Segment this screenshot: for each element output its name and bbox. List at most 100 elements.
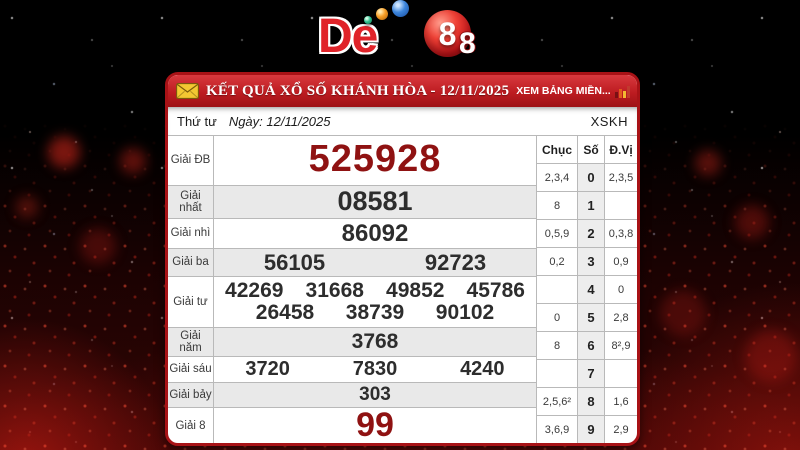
prize-label: Giải năm: [168, 328, 214, 356]
prize-number: 303: [359, 383, 391, 405]
digit-stats-row: 8 6 8²,9: [537, 331, 637, 359]
prize-number: 3768: [351, 329, 399, 353]
tens-cell: [537, 360, 578, 387]
digit-stats-table: Chục Số Đ.Vị 2,3,4 0 2,3,5 8 1 0,5,9 2: [536, 136, 637, 443]
bokeh-light: [80, 228, 116, 264]
digit-stats-row: 8 1: [537, 191, 637, 219]
results-card: KẾT QUẢ XỔ SỐ KHÁNH HÒA - 12/11/2025 XEM…: [165, 72, 640, 446]
prize-number: 3720: [245, 357, 290, 380]
tens-cell: 8: [537, 332, 578, 359]
station-code-label: XSKH: [590, 113, 628, 129]
digit-cell: 2: [578, 220, 605, 247]
prize-row-special: Giải ĐB 525928: [168, 136, 536, 185]
bokeh-light: [745, 330, 797, 382]
units-cell: [605, 192, 637, 219]
units-cell: 8²,9: [611, 339, 631, 352]
digit-cell: 3: [578, 248, 605, 275]
prize-number: 90102: [435, 301, 495, 325]
prize-number: 45786: [466, 279, 525, 303]
prize-label: Giải nhì: [168, 218, 214, 248]
column-header-units: Đ.Vị: [605, 136, 637, 163]
tens-cell: 2,3,4: [537, 164, 578, 191]
tens-cell: 0: [537, 304, 578, 331]
units-cell: 2,8: [613, 311, 629, 324]
prize-number: 525928: [308, 138, 442, 181]
prize-number: 31668: [305, 279, 364, 303]
digit-cell: 7: [578, 360, 605, 387]
prize-number: 7830: [352, 357, 398, 380]
digit-stats-row: 0 5 2,8: [537, 303, 637, 331]
prize-number: 86092: [341, 219, 409, 247]
bokeh-light: [660, 290, 706, 336]
prize-number: 42269: [225, 279, 284, 303]
prize-number: 26458: [255, 301, 315, 325]
prize-label: Giải tư: [168, 276, 214, 328]
digit-cell: 1: [578, 192, 605, 219]
results-header-bar: KẾT QUẢ XỔ SỐ KHÁNH HÒA - 12/11/2025 XEM…: [168, 75, 637, 107]
prize-number: 92723: [424, 249, 487, 275]
tens-cell: 2,5,6²: [537, 388, 578, 415]
digit-stats-header: Chục Số Đ.Vị: [537, 136, 637, 163]
digit-stats-row: 0,5,9 2 0,3,8: [537, 219, 637, 247]
units-cell: 0,3,8: [608, 227, 634, 240]
weekday-label: Thứ tư: [177, 113, 217, 129]
logo-text-eight-small: 8: [459, 27, 476, 60]
view-region-board-label: XEM BẢNG MIỀN...: [516, 85, 611, 97]
units-cell: 0: [617, 283, 625, 296]
de88-logo[interactable]: De 8 8: [318, 0, 482, 69]
column-header-tens: Chục: [537, 136, 578, 163]
prize-label: Giải ĐB: [168, 136, 214, 185]
units-cell: 2,3,5: [608, 171, 634, 184]
date-row: Thứ tư Ngày: 12/11/2025 XSKH: [168, 107, 637, 136]
prize-number: 56105: [263, 249, 326, 275]
digit-cell: 4: [578, 276, 605, 303]
draw-date-label: Ngày: 12/11/2025: [228, 113, 331, 129]
prize-row-first: Giải nhất 08581: [168, 184, 536, 218]
envelope-icon: [176, 83, 199, 99]
bokeh-light: [695, 150, 721, 176]
digit-cell: 6: [578, 332, 605, 359]
prize-number: 4240: [460, 357, 505, 380]
units-cell: 2,9: [613, 423, 629, 436]
prize-row-eighth: Giải 8 99: [168, 407, 536, 443]
tens-cell: [537, 276, 578, 303]
prize-row-fifth: Giải năm 3768: [168, 327, 536, 356]
tens-cell: 8: [537, 192, 578, 219]
units-cell: 0,9: [613, 255, 629, 268]
digit-stats-row: 3,6,9 9 2,9: [537, 415, 637, 443]
prize-number: 08581: [337, 186, 413, 217]
orange-ball-icon: [376, 8, 388, 20]
teal-ball-icon: [364, 16, 372, 24]
view-region-board-link[interactable]: XEM BẢNG MIỀN...: [516, 85, 631, 98]
prize-row-sixth: Giải sáu 3720 7830 4240: [168, 355, 536, 382]
digit-stats-row: 7: [537, 359, 637, 387]
prize-row-seventh: Giải bảy 303: [168, 381, 536, 408]
bokeh-light: [735, 205, 769, 239]
digit-cell: 9: [578, 416, 605, 443]
digit-stats-row: 0,2 3 0,9: [537, 247, 637, 275]
prize-label: Giải nhất: [168, 185, 214, 218]
bokeh-light: [16, 196, 38, 218]
prize-row-second: Giải nhì 86092: [168, 217, 536, 248]
results-title: KẾT QUẢ XỔ SỐ KHÁNH HÒA - 12/11/2025: [206, 82, 510, 99]
prize-label: Giải ba: [168, 248, 214, 276]
digit-cell: 5: [578, 304, 605, 331]
bar-chart-icon: [614, 85, 631, 98]
digit-stats-row: 2,5,6² 8 1,6: [537, 387, 637, 415]
prize-table: Giải ĐB 525928 Giải nhất 08581 Giải nhì …: [168, 136, 536, 443]
prize-label: Giải 8: [168, 408, 214, 443]
tens-cell: 3,6,9: [537, 416, 578, 443]
bokeh-light: [48, 136, 80, 168]
digit-stats-row: 2,3,4 0 2,3,5: [537, 163, 637, 191]
prize-number: 49852: [386, 279, 445, 303]
red-eight-ball-icon: 8: [424, 10, 471, 57]
tens-cell: 0,5,9: [537, 220, 578, 247]
column-header-digit: Số: [578, 136, 605, 163]
prize-label: Giải sáu: [168, 356, 214, 382]
digit-cell: 8: [578, 388, 605, 415]
prize-row-third: Giải ba 56105 92723: [168, 247, 536, 276]
prize-row-fourth: Giải tư 42269 31668 49852 45786 26458 38…: [168, 275, 536, 328]
prize-label: Giải bảy: [168, 382, 214, 408]
bokeh-light: [120, 148, 146, 174]
